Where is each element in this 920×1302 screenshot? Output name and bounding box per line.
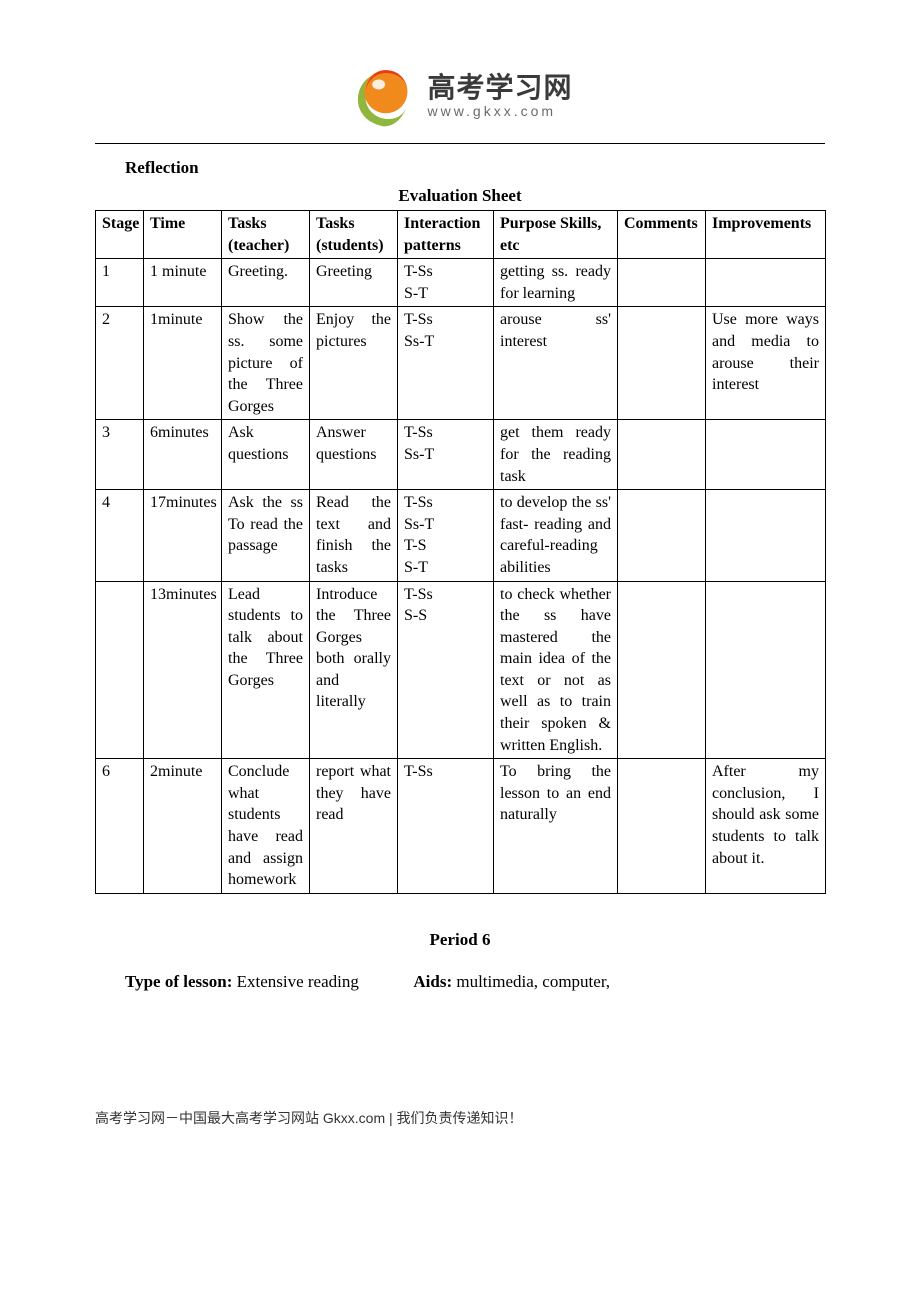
table-row: 6 2minute Conclude what students have re… (96, 759, 826, 894)
cell-time: 1 minute (144, 259, 222, 307)
cell-stage: 2 (96, 307, 144, 420)
cell-interaction: T-SsS-S (398, 581, 494, 759)
cell-stage: 1 (96, 259, 144, 307)
cell-time: 17minutes (144, 490, 222, 581)
lesson-info-line: Type of lesson: Extensive reading Aids: … (125, 972, 825, 992)
header-divider (95, 143, 825, 144)
page-footer: 高考学习网－中国最大高考学习网站 Gkxx.com | 我们负责传递知识！ (95, 1102, 825, 1128)
logo-text: 高考学习网 www.gkxx.com (427, 73, 572, 119)
cell-improvements: After my conclusion, I should ask some s… (706, 759, 826, 894)
cell-time: 1minute (144, 307, 222, 420)
cell-tasks-students: Enjoy the pictures (310, 307, 398, 420)
cell-comments (618, 490, 706, 581)
th-purpose: Purpose Skills, etc (494, 211, 618, 259)
cell-improvements: Use more ways and media to arouse their … (706, 307, 826, 420)
cell-comments (618, 259, 706, 307)
cell-interaction: T-SsS-T (398, 259, 494, 307)
cell-purpose: arouse ss' interest (494, 307, 618, 420)
cell-interaction: T-SsSs-TT-SS-T (398, 490, 494, 581)
th-stage: Stage (96, 211, 144, 259)
cell-stage: 3 (96, 420, 144, 490)
cell-time: 13minutes (144, 581, 222, 759)
evaluation-sheet-title: Evaluation Sheet (95, 186, 825, 206)
cell-stage (96, 581, 144, 759)
cell-tasks-teacher: Lead students to talk about the Three Go… (222, 581, 310, 759)
logo-swirl-icon (347, 60, 419, 132)
page: 高考学习网 www.gkxx.com Reflection Evaluation… (0, 0, 920, 1168)
aids-label: Aids: (413, 972, 452, 991)
cell-purpose: getting ss. ready for learning (494, 259, 618, 307)
cell-tasks-students: Read the text and finish the tasks (310, 490, 398, 581)
cell-purpose: To bring the lesson to an end naturally (494, 759, 618, 894)
th-improvements: Improvements (706, 211, 826, 259)
cell-tasks-students: Answer questions (310, 420, 398, 490)
table-row: 3 6minutes Ask questions Answer question… (96, 420, 826, 490)
cell-tasks-teacher: Ask the ss To read the passage (222, 490, 310, 581)
cell-tasks-students: report what they have read (310, 759, 398, 894)
cell-time: 6minutes (144, 420, 222, 490)
cell-tasks-teacher: Conclude what students have read and ass… (222, 759, 310, 894)
table-row: 4 17minutes Ask the ss To read the passa… (96, 490, 826, 581)
cell-improvements (706, 259, 826, 307)
cell-purpose: get them ready for the reading task (494, 420, 618, 490)
cell-improvements (706, 420, 826, 490)
cell-tasks-teacher: Show the ss. some picture of the Three G… (222, 307, 310, 420)
type-of-lesson-label: Type of lesson: (125, 972, 232, 991)
table-header-row: Stage Time Tasks (teacher) Tasks (studen… (96, 211, 826, 259)
cell-interaction: T-Ss (398, 759, 494, 894)
th-tasks-teacher: Tasks (teacher) (222, 211, 310, 259)
type-of-lesson-value: Extensive reading (237, 972, 359, 991)
cell-interaction: T-SsSs-T (398, 420, 494, 490)
cell-improvements (706, 581, 826, 759)
cell-interaction: T-SsSs-T (398, 307, 494, 420)
logo-cn-text: 高考学习网 (427, 73, 572, 102)
cell-comments (618, 581, 706, 759)
cell-stage: 4 (96, 490, 144, 581)
period-heading: Period 6 (95, 930, 825, 950)
table-row: 1 1 minute Greeting. Greeting T-SsS-T ge… (96, 259, 826, 307)
cell-tasks-students: Introduce the Three Gorges both orally a… (310, 581, 398, 759)
evaluation-table: Stage Time Tasks (teacher) Tasks (studen… (95, 210, 826, 894)
cell-time: 2minute (144, 759, 222, 894)
th-time: Time (144, 211, 222, 259)
th-comments: Comments (618, 211, 706, 259)
site-logo: 高考学习网 www.gkxx.com (347, 60, 572, 132)
table-row: 13minutes Lead students to talk about th… (96, 581, 826, 759)
evaluation-table-body: 1 1 minute Greeting. Greeting T-SsS-T ge… (96, 259, 826, 894)
cell-tasks-teacher: Greeting. (222, 259, 310, 307)
aids-value: multimedia, computer, (456, 972, 610, 991)
th-interaction: Interaction patterns (398, 211, 494, 259)
logo-url-text: www.gkxx.com (427, 104, 556, 119)
reflection-heading: Reflection (125, 158, 825, 178)
cell-stage: 6 (96, 759, 144, 894)
cell-improvements (706, 490, 826, 581)
cell-purpose: to check whether the ss have mastered th… (494, 581, 618, 759)
cell-comments (618, 420, 706, 490)
cell-tasks-teacher: Ask questions (222, 420, 310, 490)
cell-purpose: to develop the ss' fast- reading and car… (494, 490, 618, 581)
logo-block: 高考学习网 www.gkxx.com (95, 60, 825, 137)
cell-tasks-students: Greeting (310, 259, 398, 307)
th-tasks-students: Tasks (students) (310, 211, 398, 259)
cell-comments (618, 307, 706, 420)
cell-comments (618, 759, 706, 894)
table-row: 2 1minute Show the ss. some picture of t… (96, 307, 826, 420)
